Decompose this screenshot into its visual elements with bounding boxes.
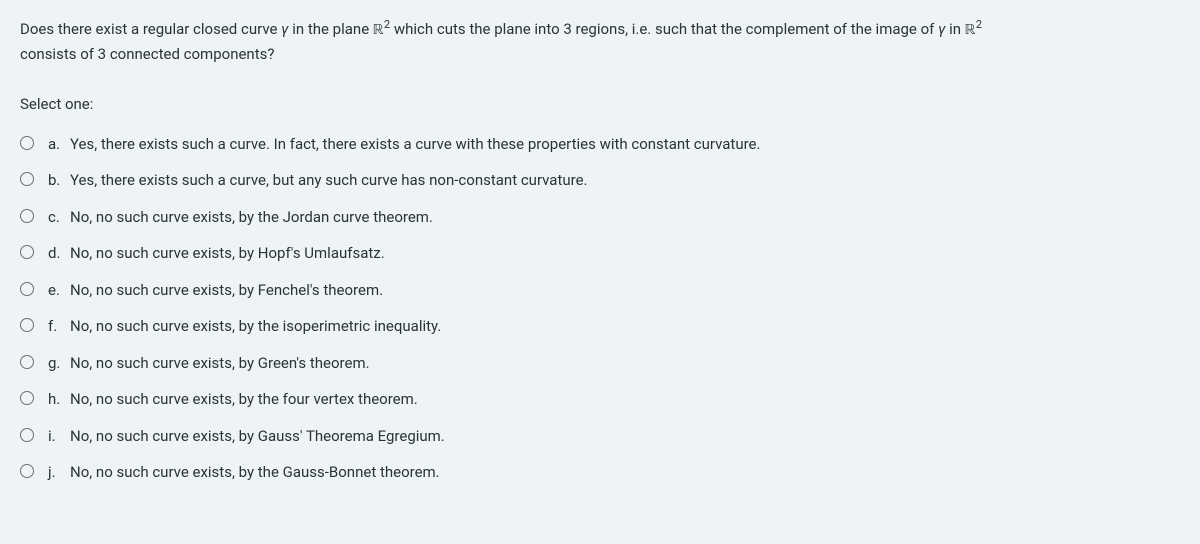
option-letter: j. xyxy=(48,461,70,484)
qtext-part: in xyxy=(945,20,964,38)
qtext-part: which cuts the plane into 3 regions, i.e… xyxy=(390,20,938,38)
option-row: a.Yes, there exists such a curve. In fac… xyxy=(20,126,1180,163)
option-letter: i. xyxy=(48,425,70,448)
option-row: h.No, no such curve exists, by the four … xyxy=(20,381,1180,418)
option-row: i.No, no such curve exists, by Gauss' Th… xyxy=(20,418,1180,455)
real-symbol: ℝ xyxy=(373,23,384,38)
option-text: No, no such curve exists, by Fenchel's t… xyxy=(70,279,383,302)
option-text: No, no such curve exists, by Hopf's Umla… xyxy=(70,242,385,265)
option-radio[interactable] xyxy=(20,391,34,405)
option-row: j.No, no such curve exists, by the Gauss… xyxy=(20,454,1180,491)
option-letter: b. xyxy=(48,169,70,192)
option-row: g.No, no such curve exists, by Green's t… xyxy=(20,345,1180,382)
option-text: No, no such curve exists, by Green's the… xyxy=(70,352,370,375)
option-text: No, no such curve exists, by Gauss' Theo… xyxy=(70,425,445,448)
option-radio[interactable] xyxy=(20,428,34,442)
option-letter: d. xyxy=(48,242,70,265)
select-one-prompt: Select one: xyxy=(20,93,1180,116)
option-radio[interactable] xyxy=(20,136,34,150)
option-letter: h. xyxy=(48,388,70,411)
option-letter: c. xyxy=(48,206,70,229)
option-radio[interactable] xyxy=(20,318,34,332)
option-radio[interactable] xyxy=(20,245,34,259)
option-row: e.No, no such curve exists, by Fenchel's… xyxy=(20,272,1180,309)
option-radio[interactable] xyxy=(20,464,34,478)
question-text: Does there exist a regular closed curve … xyxy=(20,18,1180,65)
option-row: f.No, no such curve exists, by the isope… xyxy=(20,308,1180,345)
option-radio[interactable] xyxy=(20,355,34,369)
option-text: No, no such curve exists, by the Gauss-B… xyxy=(70,461,440,484)
option-text: No, no such curve exists, by the Jordan … xyxy=(70,206,433,229)
option-row: b.Yes, there exists such a curve, but an… xyxy=(20,162,1180,199)
option-letter: f. xyxy=(48,315,70,338)
real-symbol: ℝ xyxy=(965,23,976,38)
option-radio[interactable] xyxy=(20,209,34,223)
qtext-part: consists of 3 connected components? xyxy=(20,45,274,63)
option-text: Yes, there exists such a curve. In fact,… xyxy=(70,133,760,156)
option-row: c.No, no such curve exists, by the Jorda… xyxy=(20,199,1180,236)
option-row: d.No, no such curve exists, by Hopf's Um… xyxy=(20,235,1180,272)
superscript: 2 xyxy=(976,18,982,31)
qtext-part: Does there exist a regular closed curve xyxy=(20,20,281,38)
options-list: a.Yes, there exists such a curve. In fac… xyxy=(20,126,1180,491)
option-text: No, no such curve exists, by the isoperi… xyxy=(70,315,441,338)
option-letter: g. xyxy=(48,352,70,375)
option-text: Yes, there exists such a curve, but any … xyxy=(70,169,588,192)
qtext-part: in the plane xyxy=(288,20,372,38)
option-radio[interactable] xyxy=(20,172,34,186)
option-letter: e. xyxy=(48,279,70,302)
option-text: No, no such curve exists, by the four ve… xyxy=(70,388,418,411)
option-radio[interactable] xyxy=(20,282,34,296)
option-letter: a. xyxy=(48,133,70,156)
